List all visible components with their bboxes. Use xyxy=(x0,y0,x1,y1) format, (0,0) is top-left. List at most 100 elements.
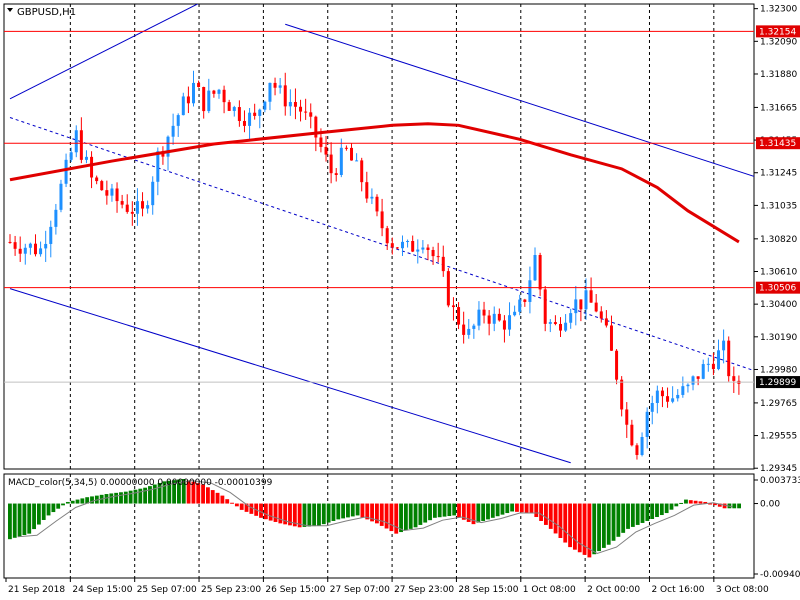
candle-body xyxy=(232,107,236,111)
macd-bar xyxy=(205,487,210,504)
macd-bar xyxy=(621,503,626,533)
candle-body xyxy=(288,102,292,107)
candle-body xyxy=(273,82,277,88)
candle-body xyxy=(579,299,583,310)
macd-bar xyxy=(157,482,162,504)
horizontal-levels[interactable] xyxy=(4,30,754,383)
candle-body xyxy=(258,109,262,116)
candle-body xyxy=(395,247,399,249)
macd-bar xyxy=(519,503,524,513)
macd-bar xyxy=(288,503,292,526)
candle-body xyxy=(69,152,73,160)
candle-body xyxy=(334,173,338,175)
macd-bar xyxy=(32,503,36,530)
candle-body xyxy=(462,324,466,335)
candle-body xyxy=(615,350,619,380)
macd-bar xyxy=(413,503,418,528)
moving-average-line xyxy=(9,122,740,244)
candle-body xyxy=(237,107,241,121)
macd-bar xyxy=(326,503,331,523)
channel-line[interactable] xyxy=(285,23,764,180)
macd-bar xyxy=(432,503,437,518)
macd-bar xyxy=(244,503,249,512)
macd-bar xyxy=(403,503,408,531)
macd-bar xyxy=(630,503,635,527)
macd-bar xyxy=(476,503,481,523)
candle-body xyxy=(105,190,109,196)
candle-body xyxy=(717,350,721,370)
macd-bar xyxy=(558,503,563,538)
level-price-label: 1.31435 xyxy=(759,139,796,149)
candle-body xyxy=(309,112,313,117)
macd-bar xyxy=(645,503,650,521)
candle-body xyxy=(314,116,318,138)
macd-bar xyxy=(56,503,61,509)
candle-body xyxy=(227,102,231,111)
candle-body xyxy=(120,201,124,205)
candle-body xyxy=(365,182,369,199)
candle-body xyxy=(640,436,644,455)
macd-bar xyxy=(674,503,679,507)
macd-bar xyxy=(302,503,307,527)
macd-bar xyxy=(524,503,529,513)
candle-body xyxy=(589,290,593,303)
macd-bar xyxy=(312,503,317,527)
candle-body xyxy=(609,325,613,351)
channel-line[interactable] xyxy=(9,288,571,464)
macd-bar xyxy=(384,503,389,529)
candle-body xyxy=(441,256,445,272)
candle-body xyxy=(477,309,481,326)
macd-bar xyxy=(133,489,138,504)
macd-bar xyxy=(597,503,601,552)
candle-body xyxy=(135,201,139,214)
candle-body xyxy=(711,363,715,370)
macd-bar xyxy=(544,503,548,525)
time-tick-label: 3 Oct 08:00 xyxy=(716,585,769,595)
macd-bar xyxy=(263,503,268,520)
candle-body xyxy=(74,130,78,153)
candle-body xyxy=(130,211,134,214)
candle-body xyxy=(202,87,206,112)
candle-body xyxy=(8,241,12,243)
macd-bar xyxy=(428,503,432,521)
macd-bar xyxy=(167,480,172,504)
time-tick-label: 26 Sep 15:00 xyxy=(265,585,325,595)
candle-body xyxy=(380,211,384,229)
candle-body xyxy=(457,307,461,325)
macd-bar xyxy=(500,503,505,515)
chart-title-text: GBPUSD,H1 xyxy=(17,7,76,18)
candle-body xyxy=(33,243,37,255)
macd-bar xyxy=(471,503,476,525)
indicator-title: MACD_color(5,34,5) 0.00000000 0.00000000… xyxy=(8,478,273,488)
macd-pane[interactable] xyxy=(3,473,755,579)
candle-body xyxy=(625,409,629,425)
level-price-label: 1.30506 xyxy=(759,284,796,294)
time-tick-label: 2 Oct 00:00 xyxy=(587,585,640,595)
time-tick-label: 28 Sep 15:00 xyxy=(458,585,518,595)
candle-body xyxy=(217,89,221,94)
price-pane[interactable] xyxy=(3,1,764,470)
candle-body xyxy=(268,82,272,102)
candle-body xyxy=(156,151,160,182)
macd-bar xyxy=(572,503,577,550)
macd-bar xyxy=(75,499,80,504)
macd-bar xyxy=(722,503,727,509)
macd-bar xyxy=(85,497,90,504)
macd-bar xyxy=(688,500,693,504)
candle-body xyxy=(584,290,588,310)
candle-body xyxy=(630,424,634,446)
candle-body xyxy=(263,101,267,110)
macd-bar xyxy=(355,503,360,516)
macd-bar xyxy=(616,503,621,537)
level-price-box xyxy=(756,281,800,294)
candle-body xyxy=(553,322,557,324)
candle-body xyxy=(620,379,624,410)
channel-line[interactable] xyxy=(9,1,204,100)
macd-bar xyxy=(399,503,403,533)
macd-bar xyxy=(389,503,394,532)
price-tick-label: 1.30820 xyxy=(760,235,797,245)
dropdown-triangle-icon[interactable] xyxy=(7,8,13,12)
macd-bar xyxy=(234,503,239,507)
candle-body xyxy=(253,112,257,116)
